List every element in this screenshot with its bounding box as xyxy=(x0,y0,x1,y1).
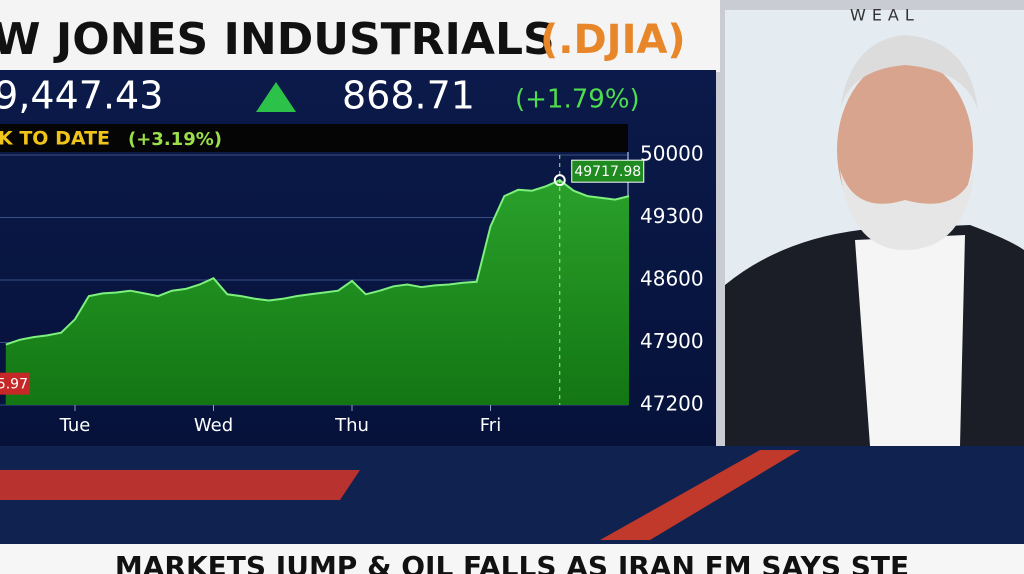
price: 49,447.43 xyxy=(0,74,163,118)
index-symbol: (.DJIA) xyxy=(540,17,686,63)
plot: 50000 49300 48600 47900 47200 Tue Wed Thu Fri 497… xyxy=(0,142,704,436)
up-arrow xyxy=(256,82,296,112)
peak-marker xyxy=(553,174,566,187)
peak-label-box xyxy=(571,159,645,183)
header-band xyxy=(0,0,720,72)
change: 868.71 xyxy=(342,74,475,118)
peak-label: 49717.98 xyxy=(574,164,641,180)
change-percent: (+1.79%) xyxy=(515,85,640,115)
y-tick-label: 49300 xyxy=(640,204,704,228)
y-tick-label: 50000 xyxy=(640,142,704,166)
period-percent: (+3.19%) xyxy=(128,129,222,150)
y-tick-label: 48600 xyxy=(640,267,704,291)
stage-stripe xyxy=(600,450,800,540)
x-tick-label: Wed xyxy=(194,415,233,436)
y-tick-label: 47200 xyxy=(640,392,704,416)
banner xyxy=(0,544,1024,574)
stage-stripe xyxy=(0,470,360,500)
start-label: 47875.97 xyxy=(0,377,28,393)
area xyxy=(5,180,629,405)
studio-sign: WEAL xyxy=(850,6,920,25)
banner-text: MARKETS JUMP & OIL FALLS AS IRAN FM SAYS… xyxy=(115,550,909,574)
x-tick-label: Fri xyxy=(480,415,501,436)
presenter-shirt xyxy=(855,235,965,446)
period-bar xyxy=(0,124,628,152)
line xyxy=(5,179,630,346)
period-label: K TO DATE xyxy=(0,128,110,150)
presenter-face xyxy=(837,58,973,242)
x-tick-label: Tue xyxy=(59,415,91,436)
presenter-hair xyxy=(840,35,978,110)
start-label-box xyxy=(0,372,30,395)
y-tick-label: 47900 xyxy=(640,329,704,353)
presenter-beard xyxy=(840,170,975,250)
x-tick-label: Thu xyxy=(334,415,369,436)
index-title: W JONES INDUSTRIALS xyxy=(0,14,555,65)
